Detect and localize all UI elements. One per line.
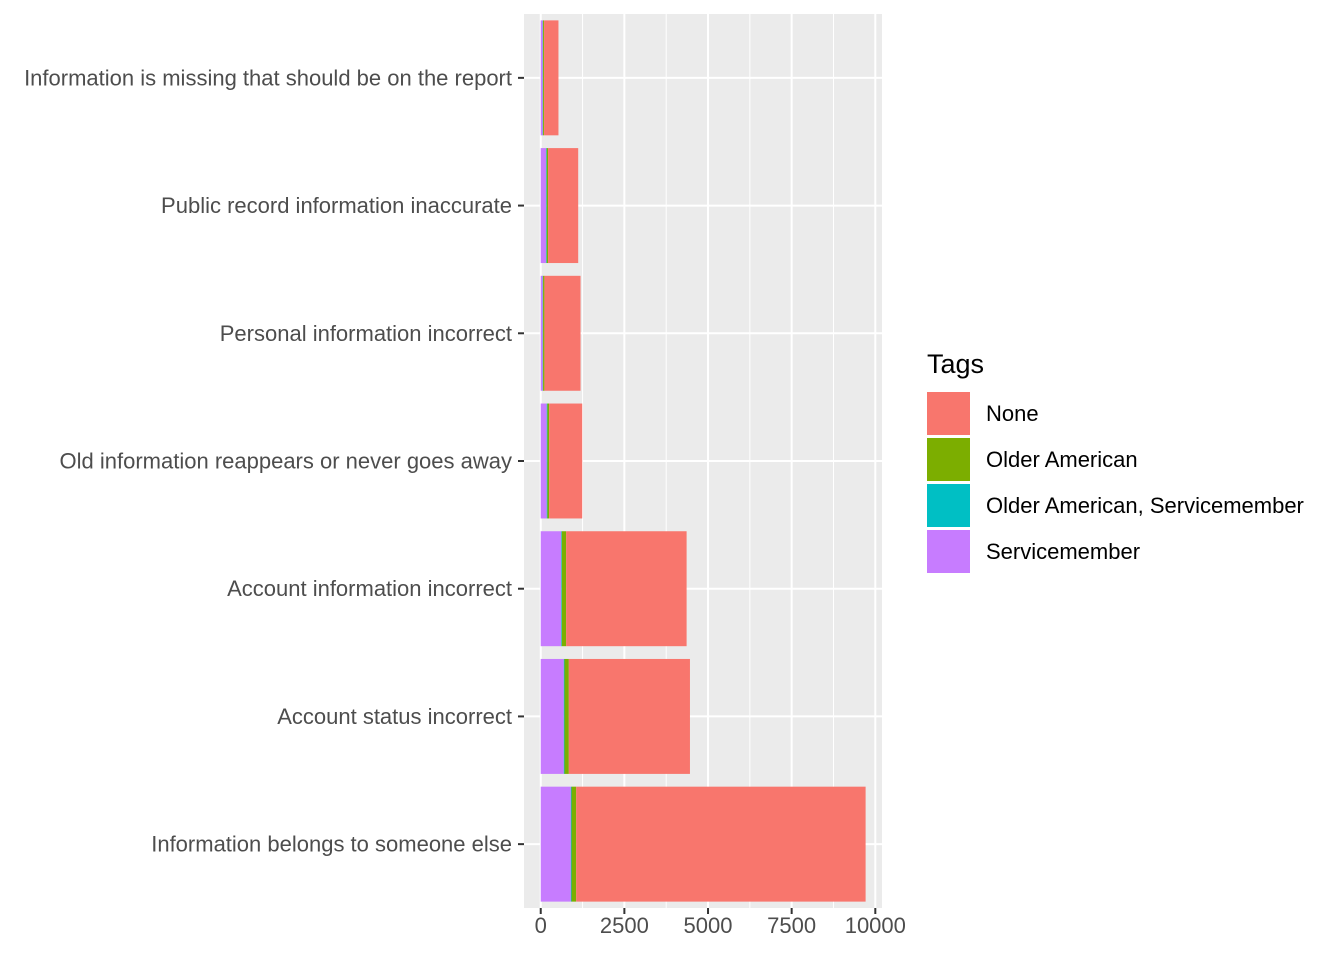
bar-segment-none [548,148,579,264]
legend-label-none: None [986,401,1039,426]
bar-segment-servicemember [540,403,547,519]
bar-segment-servicemember [540,658,564,774]
x-tick-label: 0 [535,913,547,938]
bar-segment-none [568,658,690,774]
bar-segment-servicemember [540,148,547,264]
bar-segment-older-american [547,403,550,519]
bar-segment-none [576,786,866,902]
bar-segment-none [549,403,583,519]
x-tick-label: 2500 [600,913,649,938]
bar-segment-servicemember [540,275,543,391]
legend-key-older-american-servicemember [927,484,970,527]
bar-segment-older-american-servicemember [546,148,547,264]
legend: Tags None Older American Older American, S… [927,349,1304,573]
x-tick-label: 5000 [684,913,733,938]
bar-segment-servicemember [540,786,571,902]
y-tick-label: Information is missing that should be on… [24,65,512,90]
legend-label-servicemember: Servicemember [986,539,1140,564]
bar-segment-none [544,275,581,391]
x-axis: 0 2500 5000 7500 10000 [535,908,906,938]
bar-segment-older-american [543,20,545,136]
bar-segment-older-american [543,275,545,391]
x-tick-label: 10000 [845,913,906,938]
bar-segment-older-american [571,786,577,902]
bar-segment-older-american-servicemember [546,403,548,519]
y-tick-label: Old information reappears or never goes … [60,449,512,474]
bar-segment-servicemember [540,531,562,647]
legend-label-older-american: Older American [986,447,1138,472]
legend-key-none [927,392,970,435]
bar-segment-none [566,531,687,647]
bar-segment-older-american [561,531,567,647]
bar-segment-none [544,20,559,136]
x-tick-label: 7500 [767,913,816,938]
y-tick-label: Account information incorrect [227,576,512,601]
bar-segment-older-american-servicemember [570,786,572,902]
legend-label-older-american-servicemember: Older American, Servicemember [986,493,1304,518]
bar-segment-older-american-servicemember [561,531,562,647]
y-axis: Information is missing that should be on… [24,65,524,857]
bar-segment-older-american [546,148,549,264]
grid-lines [524,14,882,908]
bar-segment-servicemember [540,20,543,136]
legend-title: Tags [927,349,984,379]
legend-key-servicemember [927,530,970,573]
bar-segment-older-american-servicemember [563,658,565,774]
legend-key-older-american [927,438,970,481]
bars [540,20,866,902]
y-tick-label: Information belongs to someone else [151,832,512,857]
y-tick-label: Personal information incorrect [220,321,512,346]
y-tick-label: Account status incorrect [277,704,512,729]
y-tick-label: Public record information inaccurate [161,193,512,218]
bar-segment-older-american [564,658,569,774]
